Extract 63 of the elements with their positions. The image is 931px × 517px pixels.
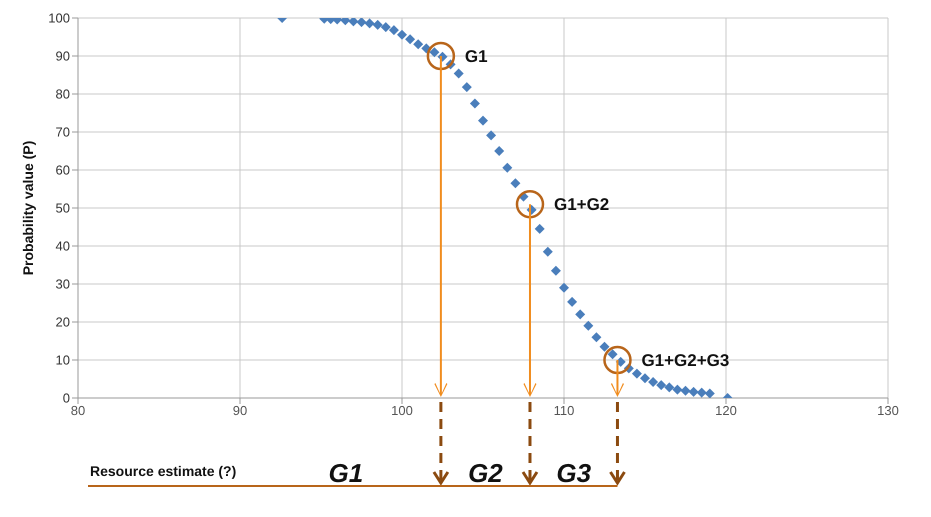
y-tick-label: 60 (56, 162, 70, 178)
y-tick-label: 80 (56, 86, 70, 102)
point (534, 224, 545, 234)
point (600, 342, 610, 352)
point (372, 20, 383, 30)
point (405, 34, 416, 44)
point (632, 368, 642, 379)
point (567, 296, 578, 307)
x-tick-label: 80 (70, 403, 86, 418)
point (680, 386, 690, 396)
point (486, 130, 496, 140)
point (583, 320, 594, 331)
point (656, 380, 666, 390)
point (688, 386, 699, 397)
point (608, 349, 618, 360)
annotation: G1+G2+G3 (641, 351, 730, 370)
y-tick-label: 0 (62, 390, 70, 406)
x-axis-title: Resource estimate (?) (90, 463, 236, 479)
y-tick-label: 100 (48, 10, 70, 26)
point (640, 373, 650, 384)
point (470, 98, 480, 108)
x-tick-label: 110 (554, 403, 574, 418)
y-axis-title: Probability value (P) (20, 140, 36, 276)
point (672, 384, 682, 395)
point (550, 266, 561, 276)
point (429, 47, 440, 58)
annotation: G1+G2 (554, 195, 610, 214)
y-tick-label: 20 (56, 314, 70, 330)
point (542, 246, 553, 257)
x-tick-label: 90 (232, 403, 248, 418)
x-tick-label: 100 (391, 403, 413, 418)
point (559, 282, 569, 293)
point (591, 332, 602, 342)
text: G1 (328, 458, 364, 488)
point (648, 377, 658, 388)
x-tick-label: 130 (877, 403, 899, 418)
annotation: G1 (464, 47, 488, 66)
point (388, 25, 399, 36)
point (454, 68, 464, 78)
y-tick-label: 70 (56, 124, 70, 140)
point (364, 18, 375, 28)
point (397, 30, 407, 40)
y-tick-label: 10 (56, 352, 70, 368)
x-tick-label: 120 (715, 403, 737, 418)
y-tick-label: 40 (56, 238, 70, 254)
y-tick-label: 90 (56, 48, 70, 64)
point (380, 22, 391, 32)
point (348, 18, 358, 26)
text: G2 (468, 458, 504, 488)
point (664, 382, 674, 392)
point (494, 146, 504, 156)
point (502, 162, 512, 173)
point (478, 116, 488, 126)
point (704, 388, 715, 398)
y-tick-label: 30 (56, 276, 70, 292)
y-tick-label: 50 (56, 200, 70, 216)
point (413, 39, 424, 50)
point (510, 178, 520, 188)
point (462, 82, 472, 92)
point (356, 18, 366, 28)
point (696, 388, 707, 398)
point (575, 309, 586, 320)
text: G3 (556, 458, 592, 488)
